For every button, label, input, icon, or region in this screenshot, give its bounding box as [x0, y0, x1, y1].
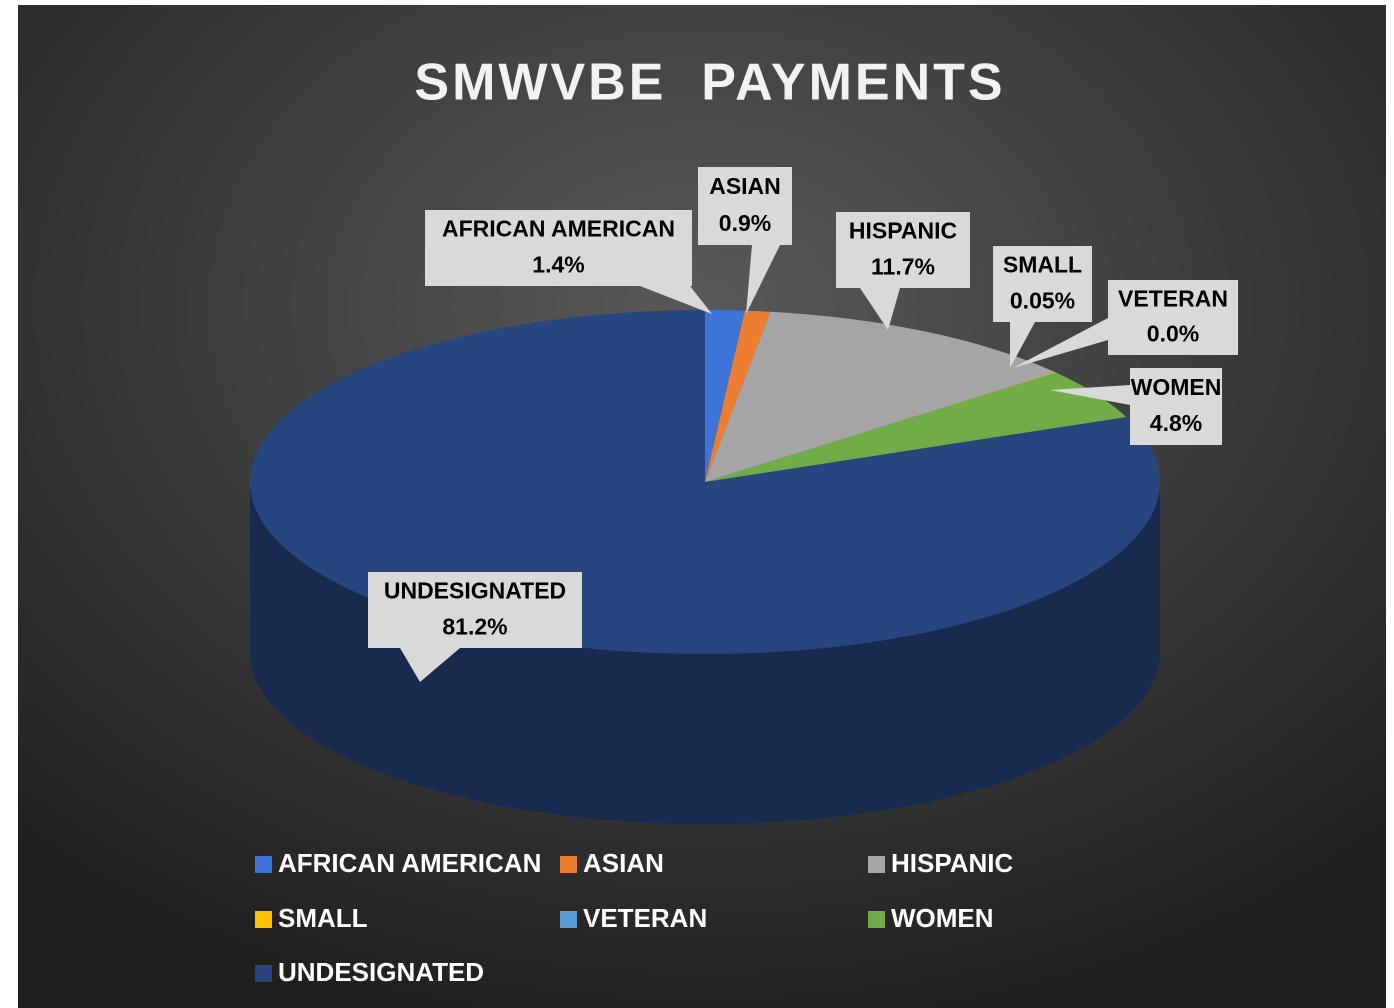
callout-pointer — [1050, 385, 1130, 405]
callout-category: UNDESIGNATED — [384, 578, 566, 604]
pie-sides — [250, 482, 1160, 824]
data-labels: AFRICAN AMERICAN 1.4% ASIAN 0.9% HISPANIC 11.… — [368, 167, 1238, 682]
callout-pointer — [1013, 318, 1108, 368]
callout-category: AFRICAN AMERICAN — [442, 216, 675, 242]
callout-value: 1.4% — [532, 251, 584, 277]
legend-label: UNDESIGNATED — [278, 957, 484, 987]
callout-box — [1108, 280, 1238, 355]
callout-box — [1130, 368, 1222, 445]
callout-category: SMALL — [1003, 252, 1082, 278]
callout-category: ASIAN — [709, 173, 781, 199]
legend-swatch — [560, 856, 577, 873]
slice — [250, 310, 1161, 654]
callout-value: 11.7% — [871, 253, 935, 279]
legend-swatch — [255, 856, 272, 873]
legend-label: HISPANIC — [891, 848, 1014, 878]
callout-box — [368, 572, 582, 648]
callout-pointer — [400, 648, 460, 682]
callout-box — [836, 212, 970, 288]
legend-label: ASIAN — [583, 848, 664, 878]
callout-box — [425, 210, 692, 286]
legend: AFRICAN AMERICAN ASIAN HISPANIC SMALL VETERA… — [255, 848, 1014, 987]
callout-pointer — [1010, 322, 1035, 368]
slice — [705, 311, 1056, 482]
legend-swatch — [560, 911, 577, 928]
callout-value: 81.2% — [442, 613, 507, 639]
slice — [705, 310, 771, 482]
callout-box — [698, 167, 792, 245]
slice — [705, 372, 1127, 482]
callout-box — [993, 246, 1092, 322]
callout-pointer — [746, 245, 780, 314]
legend-label: VETERAN — [583, 903, 707, 933]
legend-swatch — [255, 911, 272, 928]
legend-swatch — [868, 856, 885, 873]
callout-category: WOMEN — [1131, 374, 1222, 400]
chart-title: SMWVBE PAYMENTS — [414, 54, 1005, 112]
legend-swatch — [868, 911, 885, 928]
callout-pointer — [640, 286, 712, 314]
pie-tops — [250, 310, 1161, 654]
legend-swatch — [255, 965, 272, 982]
callout-value: 0.9% — [719, 210, 771, 236]
callout-category: VETERAN — [1118, 285, 1228, 311]
callout-value: 4.8% — [1150, 410, 1202, 436]
callout-value: 0.05% — [1010, 287, 1075, 313]
callout-value: 0.0% — [1147, 321, 1199, 347]
callout-pointer — [860, 288, 900, 330]
slice — [705, 310, 745, 482]
callout-category: HISPANIC — [849, 218, 957, 244]
legend-label: AFRICAN AMERICAN — [278, 848, 541, 878]
legend-label: WOMEN — [891, 903, 994, 933]
legend-label: SMALL — [278, 903, 368, 933]
slice-side — [250, 482, 1160, 824]
